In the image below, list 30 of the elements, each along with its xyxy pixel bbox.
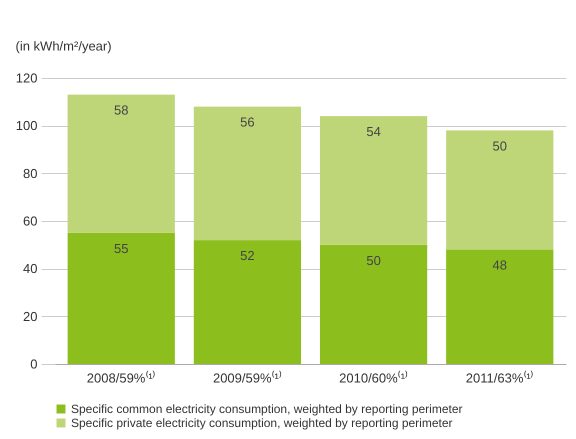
x-tick-label: 2011/63%⁽¹⁾ (466, 370, 534, 386)
y-tick-label: 40 (23, 261, 38, 276)
data-label: 48 (492, 258, 507, 273)
bar (446, 130, 554, 250)
data-label: 52 (240, 248, 255, 264)
legend-label: Specific common electricity consumption, weighted by reporting perimeter (71, 402, 463, 416)
y-tick-label: 20 (23, 308, 38, 324)
bar (446, 250, 554, 364)
data-label: 55 (114, 240, 128, 256)
bar (320, 116, 428, 245)
y-tick-label: 0 (30, 356, 38, 372)
legend-label: Specific private electricity consumption, weighted by reporting perimeter (71, 416, 453, 430)
bar (68, 232, 175, 364)
y-axis-title: (in kWh/m²/year) (16, 38, 112, 54)
bar (320, 244, 428, 364)
y-tick-label: 80 (23, 166, 38, 181)
bar (194, 240, 302, 364)
data-label: 54 (366, 124, 381, 140)
x-tick-label: 2009/59%⁽¹⁾ (212, 370, 282, 386)
bar (68, 94, 175, 233)
data-label: 50 (366, 252, 381, 268)
data-label: 56 (240, 114, 255, 130)
data-label: 50 (492, 138, 507, 154)
y-tick-label: 120 (16, 70, 38, 86)
y-tick-label: 60 (23, 214, 38, 228)
x-tick-label: 2008/59%⁽¹⁾ (86, 370, 156, 386)
x-tick-label: 2010/60%⁽¹⁾ (339, 370, 408, 386)
bar (194, 106, 302, 240)
data-label: 58 (114, 102, 128, 118)
y-tick-label: 100 (16, 118, 38, 134)
